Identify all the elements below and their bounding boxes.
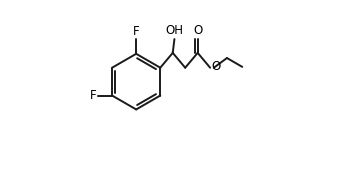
Text: F: F xyxy=(90,89,97,102)
Text: O: O xyxy=(193,24,202,37)
Text: OH: OH xyxy=(165,24,184,37)
Text: F: F xyxy=(133,25,140,38)
Text: O: O xyxy=(211,60,220,73)
